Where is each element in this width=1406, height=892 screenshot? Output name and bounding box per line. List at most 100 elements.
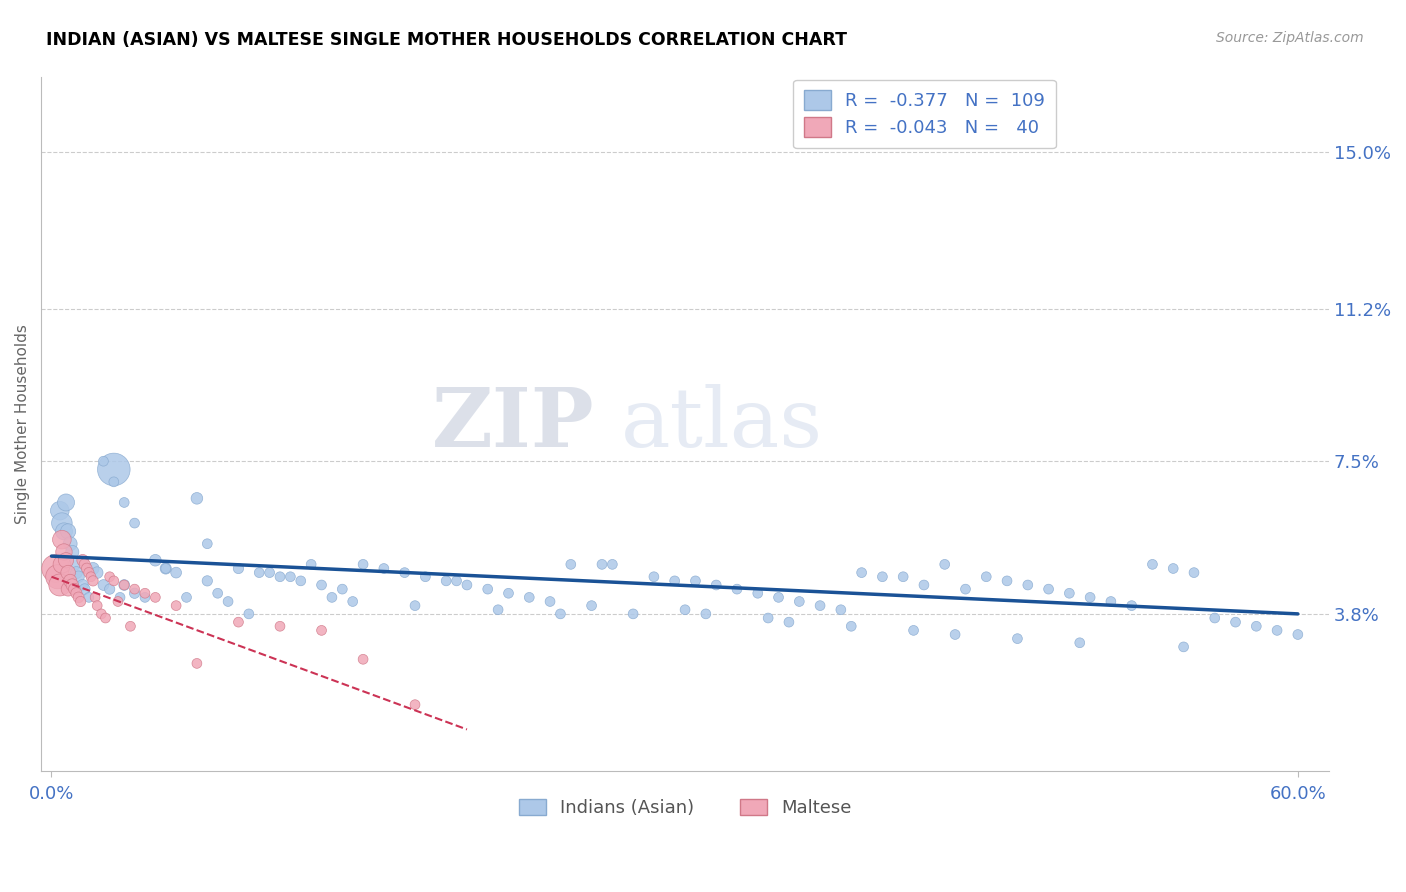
Point	[581, 599, 603, 613]
Point	[134, 586, 156, 600]
Point	[404, 599, 426, 613]
Point	[77, 591, 100, 605]
Point	[93, 578, 115, 592]
Point	[228, 615, 250, 629]
Point	[98, 570, 121, 584]
Point	[498, 586, 520, 600]
Point	[59, 537, 82, 551]
Point	[143, 553, 166, 567]
Point	[747, 586, 769, 600]
Point	[311, 578, 333, 592]
Point	[352, 558, 374, 572]
Point	[591, 558, 613, 572]
Point	[872, 570, 894, 584]
Point	[82, 561, 104, 575]
Point	[685, 574, 707, 588]
Point	[120, 619, 142, 633]
Point	[155, 561, 177, 575]
Point	[59, 574, 82, 588]
Point	[165, 599, 187, 613]
Point	[228, 561, 250, 575]
Point	[851, 566, 873, 580]
Point	[56, 582, 79, 596]
Point	[112, 495, 135, 509]
Point	[1161, 561, 1184, 575]
Point	[107, 594, 129, 608]
Point	[45, 561, 67, 575]
Point	[60, 578, 83, 592]
Point	[124, 586, 146, 600]
Point	[1173, 640, 1195, 654]
Point	[560, 558, 582, 572]
Point	[1017, 578, 1039, 592]
Point	[238, 607, 260, 621]
Point	[155, 561, 177, 575]
Point	[373, 561, 395, 575]
Point	[704, 578, 727, 592]
Point	[69, 594, 91, 608]
Point	[446, 574, 468, 588]
Point	[330, 582, 353, 596]
Point	[768, 591, 790, 605]
Point	[56, 566, 79, 580]
Point	[321, 591, 343, 605]
Point	[1099, 594, 1122, 608]
Point	[67, 591, 90, 605]
Point	[903, 624, 925, 638]
Point	[51, 533, 73, 547]
Point	[55, 553, 77, 567]
Point	[1121, 599, 1143, 613]
Point	[404, 698, 426, 712]
Point	[602, 558, 624, 572]
Point	[1182, 566, 1205, 580]
Point	[456, 578, 478, 592]
Point	[94, 611, 117, 625]
Point	[280, 570, 302, 584]
Point	[269, 570, 291, 584]
Point	[49, 504, 72, 518]
Point	[165, 566, 187, 580]
Point	[995, 574, 1018, 588]
Point	[1204, 611, 1226, 625]
Point	[103, 574, 125, 588]
Point	[77, 566, 100, 580]
Point	[342, 594, 364, 608]
Point	[124, 582, 146, 596]
Point	[486, 603, 509, 617]
Point	[86, 566, 108, 580]
Point	[195, 574, 218, 588]
Point	[195, 537, 218, 551]
Text: Source: ZipAtlas.com: Source: ZipAtlas.com	[1216, 31, 1364, 45]
Point	[1246, 619, 1268, 633]
Point	[103, 475, 125, 489]
Point	[108, 591, 131, 605]
Point	[352, 652, 374, 666]
Point	[112, 578, 135, 592]
Point	[974, 570, 997, 584]
Point	[1142, 558, 1164, 572]
Point	[311, 624, 333, 638]
Point	[84, 591, 107, 605]
Point	[477, 582, 499, 596]
Y-axis label: Single Mother Households: Single Mother Households	[15, 324, 30, 524]
Point	[756, 611, 779, 625]
Point	[65, 566, 87, 580]
Point	[52, 524, 75, 539]
Point	[67, 570, 90, 584]
Point	[112, 578, 135, 592]
Point	[1078, 591, 1101, 605]
Point	[673, 603, 696, 617]
Point	[517, 591, 540, 605]
Text: atlas: atlas	[620, 384, 823, 464]
Point	[1059, 586, 1081, 600]
Text: INDIAN (ASIAN) VS MALTESE SINGLE MOTHER HOUSEHOLDS CORRELATION CHART: INDIAN (ASIAN) VS MALTESE SINGLE MOTHER …	[46, 31, 848, 49]
Point	[1225, 615, 1247, 629]
Text: ZIP: ZIP	[432, 384, 595, 464]
Point	[86, 599, 108, 613]
Point	[955, 582, 977, 596]
Point	[56, 524, 79, 539]
Point	[695, 607, 717, 621]
Point	[415, 570, 437, 584]
Point	[46, 570, 69, 584]
Point	[643, 570, 665, 584]
